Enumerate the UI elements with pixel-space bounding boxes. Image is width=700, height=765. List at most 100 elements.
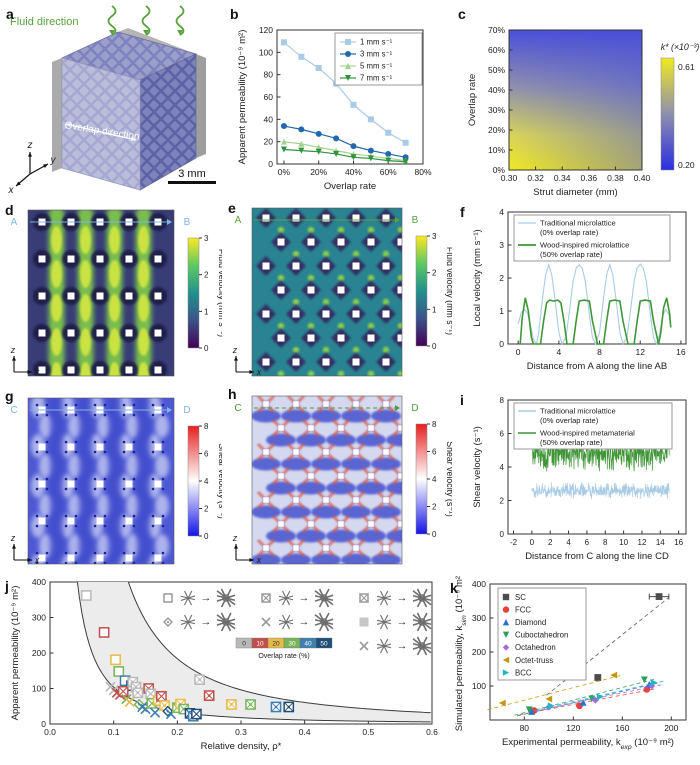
svg-text:400: 400	[32, 577, 46, 587]
svg-text:2: 2	[204, 271, 209, 280]
svg-text:k* (×10⁻³): k* (×10⁻³)	[661, 42, 700, 52]
panel-label-g: g	[5, 388, 14, 404]
svg-text:Strut diameter (mm): Strut diameter (mm)	[533, 187, 617, 198]
svg-text:0: 0	[242, 641, 246, 648]
panel-j-chart: 0.0 0.1 0.2 0.3 0.4 0.5 0.6 0 100 200 300 400 Relati…	[0, 576, 444, 765]
svg-text:14: 14	[656, 538, 665, 547]
svg-text:Overlap rate: Overlap rate	[324, 181, 376, 192]
svg-text:D: D	[183, 405, 190, 416]
svg-text:8: 8	[500, 396, 505, 405]
velocity-field	[252, 396, 402, 564]
svg-text:40%: 40%	[345, 167, 362, 177]
svg-text:C: C	[10, 405, 17, 416]
svg-text:120: 120	[259, 25, 273, 35]
permeability-vs-overlap-chart: 0% 20% 40% 60% 80% 0 20 40 60 80 100 120 Overlap rat…	[237, 25, 432, 192]
overlap-rate-swatch-legend: 0 10 20 30 40 50 Overlap rate (%)	[235, 637, 333, 660]
svg-text:10: 10	[619, 538, 628, 547]
svg-text:70%: 70%	[488, 25, 505, 35]
svg-text:0.0: 0.0	[44, 727, 56, 737]
svg-text:0.61: 0.61	[678, 62, 695, 72]
svg-text:2: 2	[432, 269, 437, 278]
svg-text:0.1: 0.1	[108, 727, 120, 737]
panel-label-k: k	[450, 580, 458, 596]
colorbar: 0 2 4 6 8 Shear velocity (s⁻¹)	[415, 420, 452, 539]
svg-text:Distance from C along the line: Distance from C along the line CD	[525, 551, 669, 562]
panel-e-field: A B 0 1 2 3 Fluid velocity (mm s⁻¹) z x	[222, 198, 452, 386]
legend: Traditional microlattice(0% overlap rate…	[513, 214, 671, 262]
svg-text:8: 8	[432, 420, 437, 429]
svg-text:(50% overlap rate): (50% overlap rate)	[540, 438, 603, 447]
panel-c-chart: 0.30 0.32 0.34 0.36 0.38 0% 10% 20% 30% 40% 50% 60%…	[437, 0, 700, 198]
svg-text:0.36: 0.36	[581, 173, 598, 183]
panel-i-chart: -2 0 2 4 6 8 10 12 14 16 0 2 4 6 8 Distance from C alon…	[452, 386, 700, 576]
series-Wood-inspired metamaterial	[531, 435, 670, 472]
svg-text:x: x	[256, 555, 262, 565]
svg-text:3: 3	[432, 232, 437, 241]
colorbar: 0 1 2 3 Fluid velocity (mm s⁻¹)	[187, 234, 222, 353]
svg-text:BCC: BCC	[515, 668, 532, 677]
series-Traditional microlattice	[517, 262, 672, 346]
svg-text:80%: 80%	[414, 167, 431, 177]
colorbar: 0 1 2 3 Fluid velocity (mm s⁻¹)	[415, 232, 452, 351]
svg-text:16: 16	[676, 347, 686, 357]
svg-text:→: →	[397, 616, 408, 628]
svg-text:4: 4	[566, 538, 571, 547]
svg-text:Overlap rate: Overlap rate	[467, 74, 478, 126]
svg-text:12: 12	[638, 538, 647, 547]
svg-text:60: 60	[264, 92, 274, 102]
panel-label-h: h	[228, 386, 237, 402]
unit-cell-evolution-icons: → → → → → → →	[163, 588, 432, 656]
svg-text:2: 2	[432, 503, 437, 512]
svg-text:FCC: FCC	[515, 605, 531, 614]
velocity-field	[28, 398, 174, 564]
svg-text:6: 6	[585, 538, 590, 547]
svg-text:Apparent permeability (10⁻⁹ m²: Apparent permeability (10⁻⁹ m²)	[10, 586, 21, 721]
svg-text:50: 50	[320, 641, 328, 648]
svg-text:2: 2	[548, 538, 553, 547]
svg-text:Shear velocity (s⁻¹): Shear velocity (s⁻¹)	[217, 443, 222, 519]
scatter-points	[80, 590, 295, 722]
scale-bar: 3 mm	[168, 168, 216, 184]
axis-triad: zx	[232, 345, 262, 377]
svg-text:0: 0	[432, 530, 437, 539]
svg-text:3 mm s⁻¹: 3 mm s⁻¹	[360, 50, 393, 59]
svg-text:200: 200	[32, 648, 46, 658]
panel-k-chart: 80 120 160 200 100 200 300 400 Experimental perm…	[444, 576, 700, 765]
svg-text:z: z	[232, 345, 238, 355]
velocity-field	[252, 208, 402, 376]
svg-text:Distance from A along the line: Distance from A along the line AB	[527, 361, 667, 372]
svg-text:C: C	[234, 403, 241, 414]
series-Wood-inspired microlattice	[519, 297, 672, 345]
svg-text:Shear velocity (s⁻¹): Shear velocity (s⁻¹)	[472, 426, 483, 508]
svg-text:0.30: 0.30	[501, 173, 518, 183]
svg-text:300: 300	[32, 613, 46, 623]
panel-f-chart: 0 4 8 12 16 0 1 2 3 4 Distance from A along the li…	[452, 198, 700, 386]
colorbar: k* (×10⁻³) 0.61 0.20	[661, 42, 700, 171]
svg-text:0.4: 0.4	[299, 727, 311, 737]
panel-h-field: C D 0 2 4 6 8 Shear velocity (s⁻¹) z x	[222, 386, 452, 576]
svg-text:6: 6	[432, 448, 437, 457]
svg-text:60%: 60%	[380, 167, 397, 177]
svg-text:2: 2	[204, 505, 209, 514]
svg-text:→: →	[299, 616, 310, 628]
kstar-heatmap: 0.30 0.32 0.34 0.36 0.38 0% 10% 20% 30% 40% 50% 60%…	[467, 25, 700, 198]
permeability-vs-density-scatter: 0.0 0.1 0.2 0.3 0.4 0.5 0.60100200300400Relati…	[10, 577, 438, 752]
svg-text:400: 400	[472, 579, 486, 589]
svg-text:Overlap rate (%): Overlap rate (%)	[258, 653, 309, 660]
svg-text:200: 200	[472, 647, 486, 657]
svg-text:x: x	[34, 367, 40, 377]
heatmap	[509, 30, 642, 170]
series-Diamond	[516, 680, 660, 717]
series-BCC	[536, 679, 665, 711]
legend: Traditional microlattice(0% overlap rate…	[513, 402, 673, 450]
shear-velocity-profile-chart: -2 0 2 4 6 8 10 12 14 16 0 2 4 6 8 Distance from C alon…	[472, 396, 687, 562]
svg-text:0.38: 0.38	[607, 173, 624, 183]
panel-label-e: e	[228, 200, 236, 216]
svg-text:4: 4	[204, 477, 209, 486]
svg-text:1: 1	[499, 306, 504, 316]
